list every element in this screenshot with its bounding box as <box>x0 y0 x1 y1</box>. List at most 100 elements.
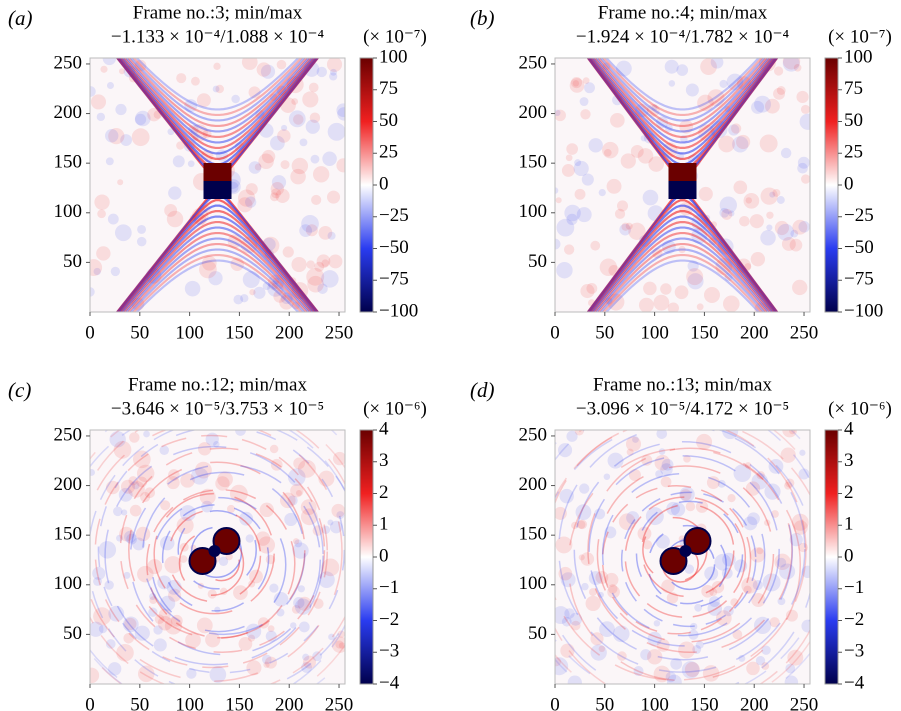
noise <box>664 59 679 74</box>
y-tick-label: 100 <box>54 201 83 222</box>
noise <box>239 511 254 526</box>
noise <box>260 64 276 79</box>
colorbar-tick-label: −3 <box>379 641 399 662</box>
noise <box>276 608 285 617</box>
colorbar-tick-label: −4 <box>844 672 865 693</box>
noise <box>282 246 294 258</box>
noise <box>574 430 584 436</box>
ring <box>555 430 807 681</box>
noise <box>759 134 778 153</box>
noise <box>582 77 590 85</box>
stripe <box>120 58 315 150</box>
noise <box>265 554 276 565</box>
noise <box>94 194 110 210</box>
noise <box>697 94 714 112</box>
colorbar-tick-label: 0 <box>379 545 389 566</box>
noise <box>131 297 145 311</box>
noise <box>769 617 780 628</box>
noise <box>709 588 718 597</box>
noise <box>166 579 182 595</box>
noise <box>106 81 114 90</box>
noise <box>715 257 733 275</box>
panel-label: (a) <box>8 6 33 30</box>
noise <box>160 595 176 611</box>
noise <box>123 632 134 644</box>
noise <box>115 103 127 116</box>
noise <box>300 508 318 526</box>
noise <box>100 65 108 73</box>
heatmap-field <box>90 430 345 684</box>
noise <box>590 632 604 646</box>
noise <box>267 625 275 632</box>
noise <box>660 463 673 476</box>
noise <box>751 592 766 608</box>
noise <box>684 662 700 678</box>
noise <box>732 629 743 640</box>
noise <box>90 667 100 684</box>
noise <box>780 447 796 463</box>
ring <box>119 447 326 653</box>
noise <box>722 295 740 312</box>
colorbar <box>824 429 839 685</box>
noise <box>588 588 597 597</box>
noise <box>773 87 786 100</box>
noise <box>555 238 561 250</box>
noise <box>90 94 107 110</box>
noise <box>136 236 147 247</box>
noise <box>308 82 319 93</box>
noise <box>719 207 730 218</box>
noise <box>580 109 591 120</box>
noise <box>690 622 698 631</box>
noise <box>655 470 663 478</box>
noise <box>124 617 137 631</box>
noise <box>310 154 320 164</box>
noise <box>745 197 752 204</box>
noise <box>774 220 790 236</box>
noise <box>157 615 173 631</box>
noise <box>215 476 230 491</box>
stripe <box>123 58 312 139</box>
colorbar-tick-label: 25 <box>844 142 863 163</box>
chart-title: Frame no.:13; min/max <box>593 374 772 395</box>
noise <box>247 634 256 642</box>
noise <box>336 103 345 118</box>
core <box>668 181 697 199</box>
noise <box>798 221 810 233</box>
noise <box>293 457 306 470</box>
noise <box>209 666 227 683</box>
colorbar-tick-label: 75 <box>379 78 398 99</box>
noise <box>288 110 306 128</box>
noise <box>280 160 290 170</box>
noise <box>258 153 274 170</box>
colorbar <box>359 57 374 313</box>
noise <box>329 72 338 81</box>
noise <box>92 566 106 580</box>
noise <box>281 124 288 132</box>
noise <box>563 244 575 255</box>
ring <box>177 510 257 590</box>
noise <box>293 538 300 545</box>
colorbar-tick-label: −2 <box>844 609 864 630</box>
noise <box>305 224 318 237</box>
noise <box>576 207 592 223</box>
noise <box>120 479 136 494</box>
noise <box>683 455 691 463</box>
noise <box>597 591 604 598</box>
chart-title: Frame no.:3; min/max <box>133 2 303 23</box>
noise <box>208 271 223 286</box>
colorbar-tick-label: 2 <box>379 482 389 503</box>
x-tick-label: 100 <box>640 322 669 343</box>
noise <box>336 158 345 173</box>
y-tick-label: 150 <box>519 152 548 173</box>
noise <box>271 188 281 199</box>
noise <box>620 153 636 169</box>
noise <box>254 163 262 171</box>
noise <box>98 541 117 559</box>
noise <box>143 430 150 438</box>
noise <box>754 302 768 312</box>
noise <box>312 525 324 536</box>
noise <box>561 616 572 627</box>
noise <box>674 285 689 300</box>
noise <box>590 240 601 251</box>
noise <box>569 612 583 626</box>
